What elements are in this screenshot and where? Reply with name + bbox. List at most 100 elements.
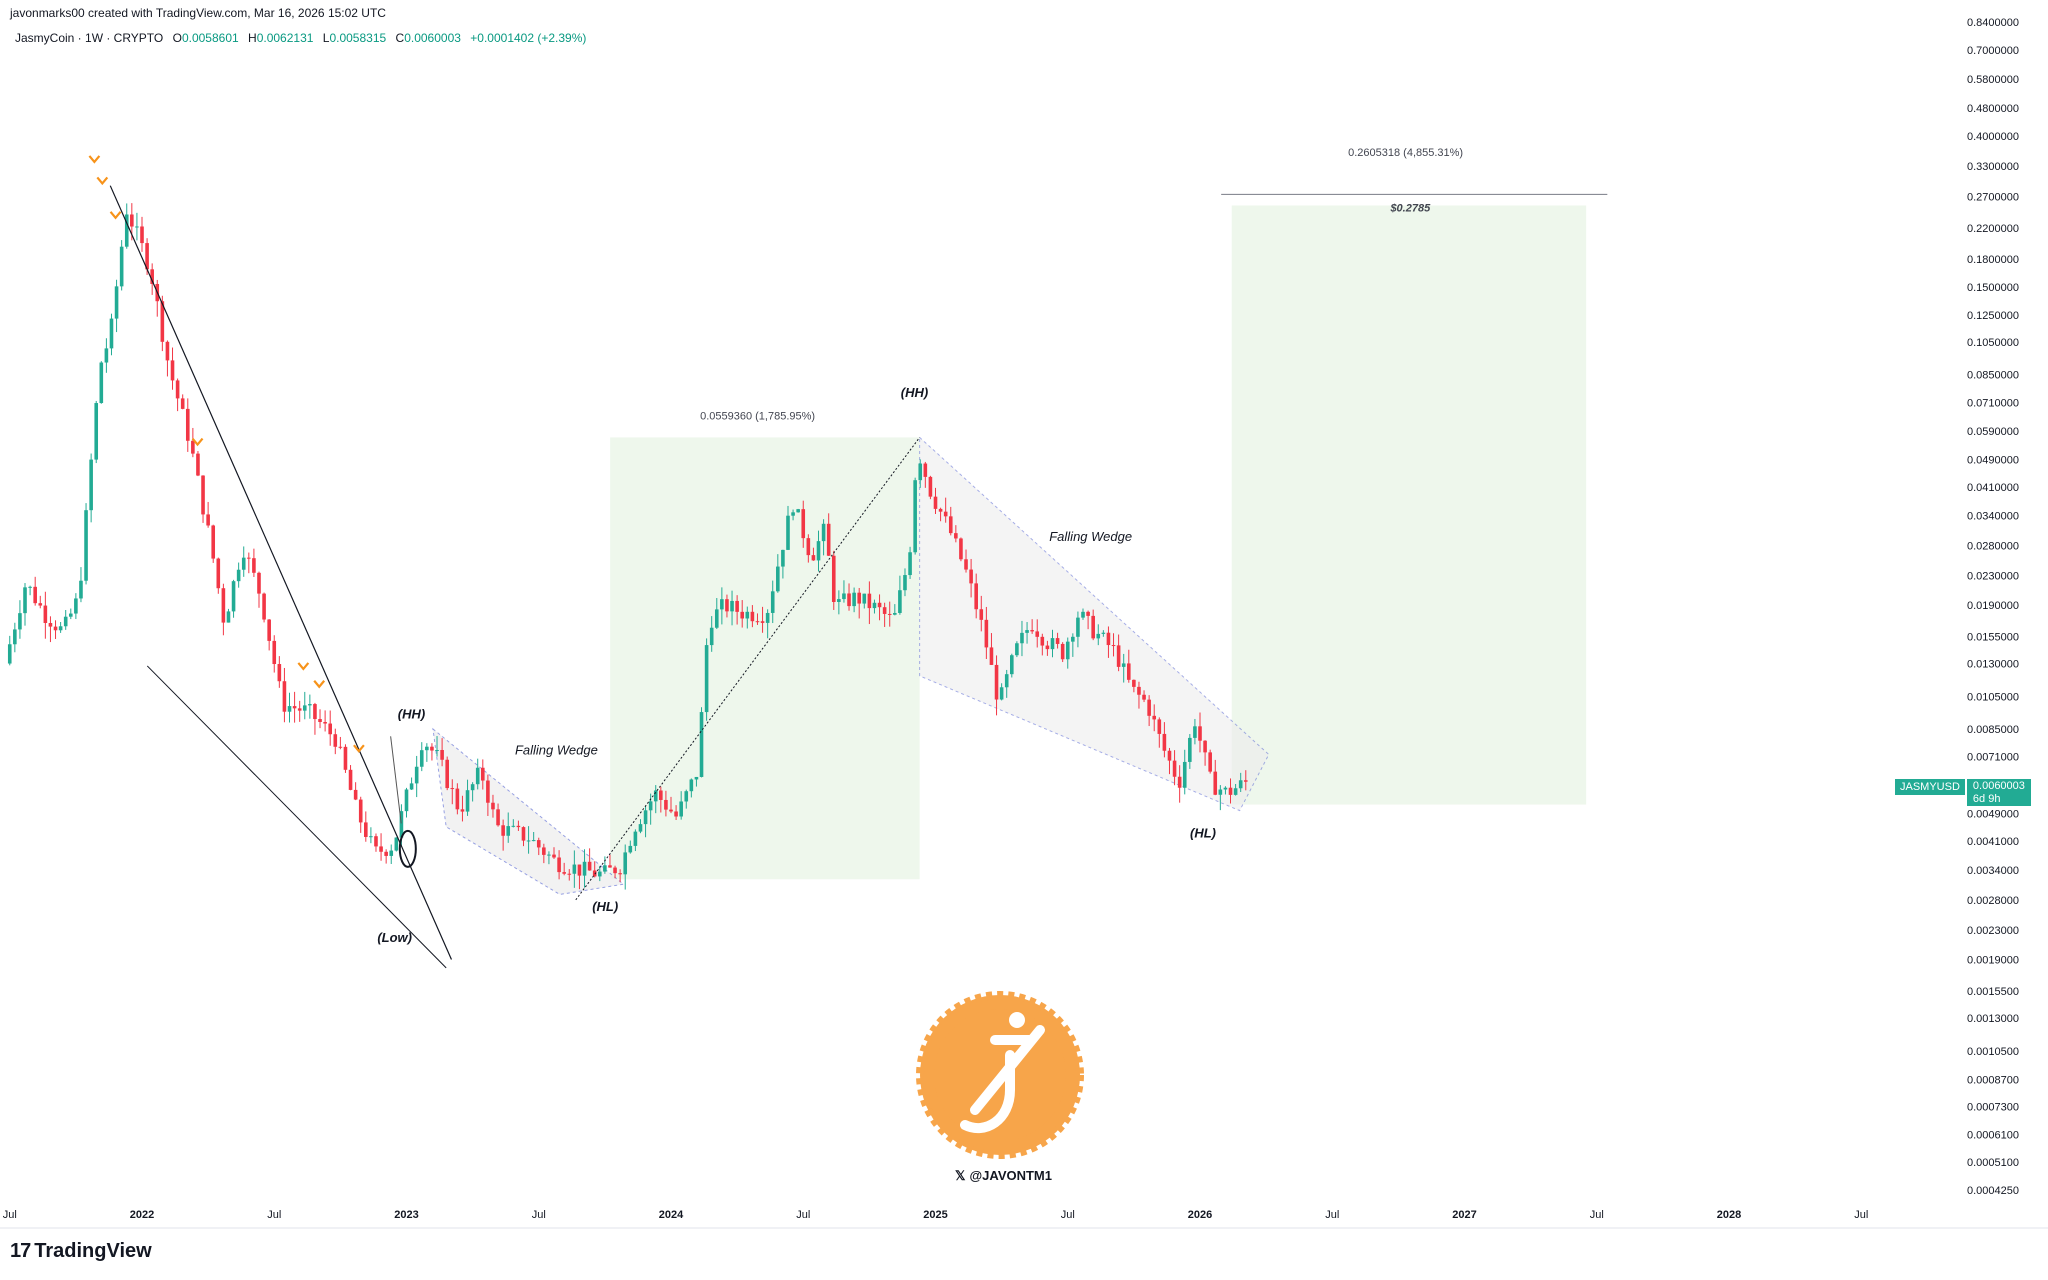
candle-body [1035,631,1040,637]
candle-body [776,566,780,592]
label-low: (Low) [377,930,412,945]
y-tick-label: 0.0015500 [1967,986,2019,998]
candle-body [862,593,867,604]
candle-body [236,569,241,582]
candle-body [847,593,851,607]
candle-body [689,779,694,792]
y-tick-label: 0.7000000 [1967,45,2019,57]
candle-body [399,811,404,838]
candle-body [470,784,475,791]
candle-body [653,790,658,802]
symbol-name: JasmyCoin · 1W · CRYPTO [15,31,164,45]
candle-body [1071,636,1075,642]
sell-marker [109,211,122,220]
candle-body [394,837,399,851]
y-tick-label: 0.0155000 [1967,631,2019,643]
candle-body [933,496,938,509]
candle-body [89,459,93,511]
candle-body [328,723,333,735]
y-tick-label: 0.0190000 [1967,600,2019,612]
sell-marker [88,155,101,164]
candle-body [796,509,800,513]
candle-body [414,766,419,784]
label-measure-target: 0.2605318 (4,855.31%) [1348,147,1463,159]
candle-body [58,626,63,631]
candle-body [1091,615,1095,639]
candle-body [231,581,236,612]
high-value: 0.0062131 [256,31,314,45]
candle-body [704,645,709,713]
candle-body [23,587,27,614]
candle-body [852,592,856,607]
time-axis[interactable]: Jul 2022 Jul 2023 Jul 2024 Jul 2025 Jul 2026 Jul 20… [0,1209,2048,1229]
candle-body [562,872,566,874]
candle-body [628,845,633,853]
candle-body [1116,645,1121,667]
candle-body [521,827,526,841]
candle-body [542,847,546,855]
candle-body [150,269,154,284]
sell-marker [353,744,365,753]
candle-body [1055,638,1060,644]
symbol-legend[interactable]: JasmyCoin · 1W · CRYPTO O0.0058601 H0.00… [15,31,586,45]
tradingview-logo[interactable]: 17 TradingView [10,1240,152,1263]
measure-diagonal [575,437,921,901]
x-tick-label: Jul [796,1209,810,1221]
candle-body [745,611,750,619]
y-tick-label: 0.1050000 [1967,337,2019,349]
candle-body [28,586,32,588]
candle-body [1213,771,1218,795]
candle-body [302,705,307,711]
y-tick-label: 0.0130000 [1967,659,2019,671]
y-tick-label: 0.0280000 [1967,540,2019,552]
candle-body [374,836,378,847]
candle-body [928,476,933,497]
candle-body [618,873,622,875]
candle-body [908,552,912,576]
y-tick-label: 0.2200000 [1967,223,2019,235]
candle-body [1162,733,1167,751]
candle-body [160,301,165,342]
label-target-price: $0.2785 [1389,203,1431,215]
price-axis[interactable]: 0.8400000 0.7000000 0.5800000 0.4800000 0.40… [1967,17,2019,1197]
candle-body [480,767,485,781]
label-measure-mid: 0.0559360 (1,785.95%) [700,410,815,422]
candle-body [140,226,144,244]
candle-body [938,508,943,512]
candle-body [516,825,521,828]
candle-body [180,398,185,409]
y-tick-label: 0.0105000 [1967,691,2019,703]
candle-body [613,867,617,874]
candle-body [1081,611,1085,618]
candle-body [1009,655,1014,675]
tradingview-mark-icon: 17 [10,1240,31,1262]
candle-body [526,840,531,842]
candle-body [730,600,734,612]
candle-body [1243,780,1248,782]
candle-body [1004,674,1009,688]
candle-body [130,214,134,227]
candle-body [358,799,363,823]
candle-body [170,360,175,381]
candle-body [567,873,572,875]
candle-body [135,226,139,228]
y-tick-label: 0.3300000 [1967,161,2019,173]
candle-body [964,559,968,570]
x-tick-label: Jul [1325,1209,1339,1221]
price-tag-countdown: 6d 9h [1972,793,2001,805]
candle-body [623,852,628,875]
price-tag-box: 0.0060003 6d 9h [1966,779,2031,806]
candle-body [491,802,495,810]
y-tick-label: 0.0006100 [1967,1129,2019,1141]
sell-marker [96,176,109,186]
pointer-arrow [390,736,402,824]
candle-body [781,549,785,567]
candle-body [837,599,841,602]
change-value: +0.0001402 (+2.39%) [470,31,587,45]
y-tick-label: 0.0007300 [1967,1102,2019,1114]
candle-body [292,706,297,709]
sell-markers [88,155,365,753]
candle-body [1182,761,1187,788]
chart-credit: javonmarks00 created with TradingView.co… [10,6,386,20]
